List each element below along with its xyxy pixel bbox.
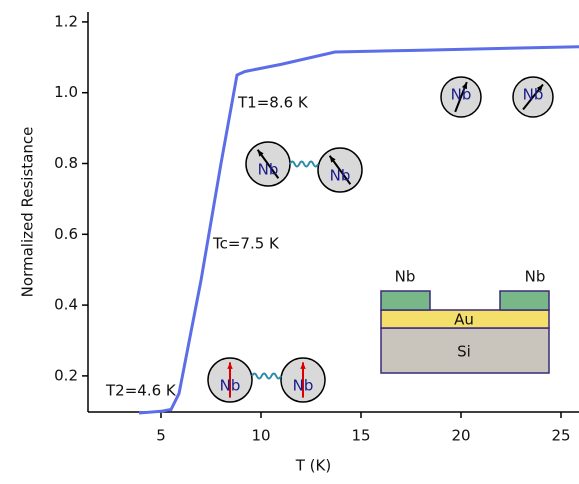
annotation: T1=8.6 K — [237, 94, 309, 112]
inset-label: Si — [457, 343, 471, 361]
spin-label: Nb — [293, 377, 314, 395]
x-tick-label: 5 — [156, 427, 166, 445]
chart: 5 10 15 20 25 0.2 0.4 0.6 0.8 1.0 1.2 T (K) Normaliz… — [0, 0, 579, 480]
y-tick-label: 1.0 — [54, 83, 78, 101]
inset-label: Au — [454, 311, 474, 329]
coupling-wave — [252, 374, 281, 379]
x-axis-label: T (K) — [295, 457, 331, 475]
annotation: Tc=7.5 K — [212, 235, 280, 253]
x-tick-label: 10 — [251, 427, 270, 445]
x-tick-label: 25 — [551, 427, 570, 445]
x-tick-label: 20 — [451, 427, 470, 445]
y-tick-label: 0.8 — [54, 154, 78, 172]
inset-label: Nb — [525, 268, 546, 286]
spin-label: Nb — [258, 161, 279, 179]
annotation: T2=4.6 K — [105, 382, 177, 400]
y-tick-label: 0.4 — [54, 296, 78, 314]
spin-label: Nb — [220, 377, 241, 395]
x-tick-label: 15 — [351, 427, 370, 445]
spin-label: Nb — [330, 167, 351, 185]
spin-label: Nb — [451, 86, 472, 104]
nb-pad — [500, 291, 549, 310]
inset-label: Nb — [395, 268, 416, 286]
coupling-wave — [290, 162, 318, 167]
spin-label: Nb — [523, 86, 544, 104]
nb-pad — [381, 291, 430, 310]
y-tick-label: 1.2 — [54, 12, 78, 30]
y-tick-label: 0.2 — [54, 366, 78, 384]
y-tick-label: 0.6 — [54, 225, 78, 243]
y-axis-label: Normalized Resistance — [19, 127, 37, 298]
